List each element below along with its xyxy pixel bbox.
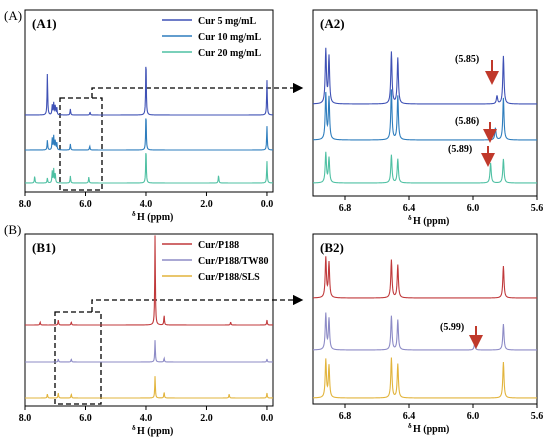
x-tick-label: 8.0 [19,413,32,424]
spectrum-line-a2-1 [312,47,537,105]
x-tick-label: 0.0 [261,413,274,424]
spectrum-line-b2-3 [312,357,537,399]
x-tick-label: 8.0 [19,199,32,210]
x-tick-label: 5.6 [531,411,544,422]
x-tick-label: 6.4 [403,203,416,214]
legend-label: Cur 20 mg/mL [198,48,261,59]
zoom-arrow-b [91,294,304,312]
x-axis-label-superscript: δ [132,210,136,218]
peak-annotation: (5.86) [455,116,479,127]
spectrum-line-b2-2 [312,312,537,351]
x-tick-label: 4.0 [140,413,153,424]
x-tick-label: 4.0 [140,199,153,210]
panel-a2-frame [312,9,538,197]
x-tick-label: 6.8 [339,411,352,422]
spectrum-line-a2-3 [312,151,537,184]
section-label-a: (A) [4,8,22,23]
x-axis-label-superscript: δ [408,214,412,222]
legend-label: Cur/P188/SLS [198,272,260,283]
spectrum-line-b2-1 [312,256,537,299]
x-tick-label: 0.0 [261,199,274,210]
spectrum-line-a1-1 [25,66,274,116]
legend-label: Cur/P188 [198,240,239,251]
x-axis-label: H (ppm) [413,424,449,435]
x-tick-label: 6.0 [467,411,480,422]
x-axis-label: H (ppm) [137,426,173,437]
legend-label: Cur 10 mg/mL [198,32,261,43]
spectrum-line-a1-2 [25,118,274,151]
panel-label-b1: (B1) [32,240,56,255]
panel-b2-frame [312,233,538,405]
x-axis-label: H (ppm) [137,212,173,223]
x-tick-label: 2.0 [200,413,213,424]
zoom-box-b [54,311,102,405]
x-tick-label: 6.0 [79,413,92,424]
x-tick-label: 6.4 [403,411,416,422]
spectrum-line-a2-2 [312,89,537,141]
panel-a1-frame [24,9,274,193]
spectrum-line-b1-1 [25,235,273,326]
panel-b1-frame [24,233,274,407]
x-tick-label: 2.0 [200,199,213,210]
section-label-b: (B) [4,222,21,237]
zoom-arrow-a [91,82,304,98]
panel-label-a2: (A2) [320,16,345,31]
peak-annotation: (5.99) [440,322,464,333]
peak-annotation: (5.89) [448,144,472,155]
x-tick-label: 6.0 [467,203,480,214]
panel-label-a1: (A1) [32,16,57,31]
zoom-box-a [59,97,103,191]
x-axis-label-superscript: δ [408,422,412,430]
x-tick-label: 6.8 [339,203,352,214]
x-axis-label-superscript: δ [132,424,136,432]
x-tick-label: 5.6 [531,203,544,214]
x-axis-label: H (ppm) [413,216,449,227]
spectrum-line-b1-2 [25,340,273,363]
legend-label: Cur/P188/TW80 [198,256,269,267]
spectrum-line-a1-3 [25,152,274,184]
panel-label-b2: (B2) [320,240,344,255]
x-tick-label: 6.0 [79,199,92,210]
peak-annotation: (5.85) [455,54,479,65]
spectrum-line-b1-3 [25,376,273,399]
legend-label: Cur 5 mg/mL [198,16,256,27]
